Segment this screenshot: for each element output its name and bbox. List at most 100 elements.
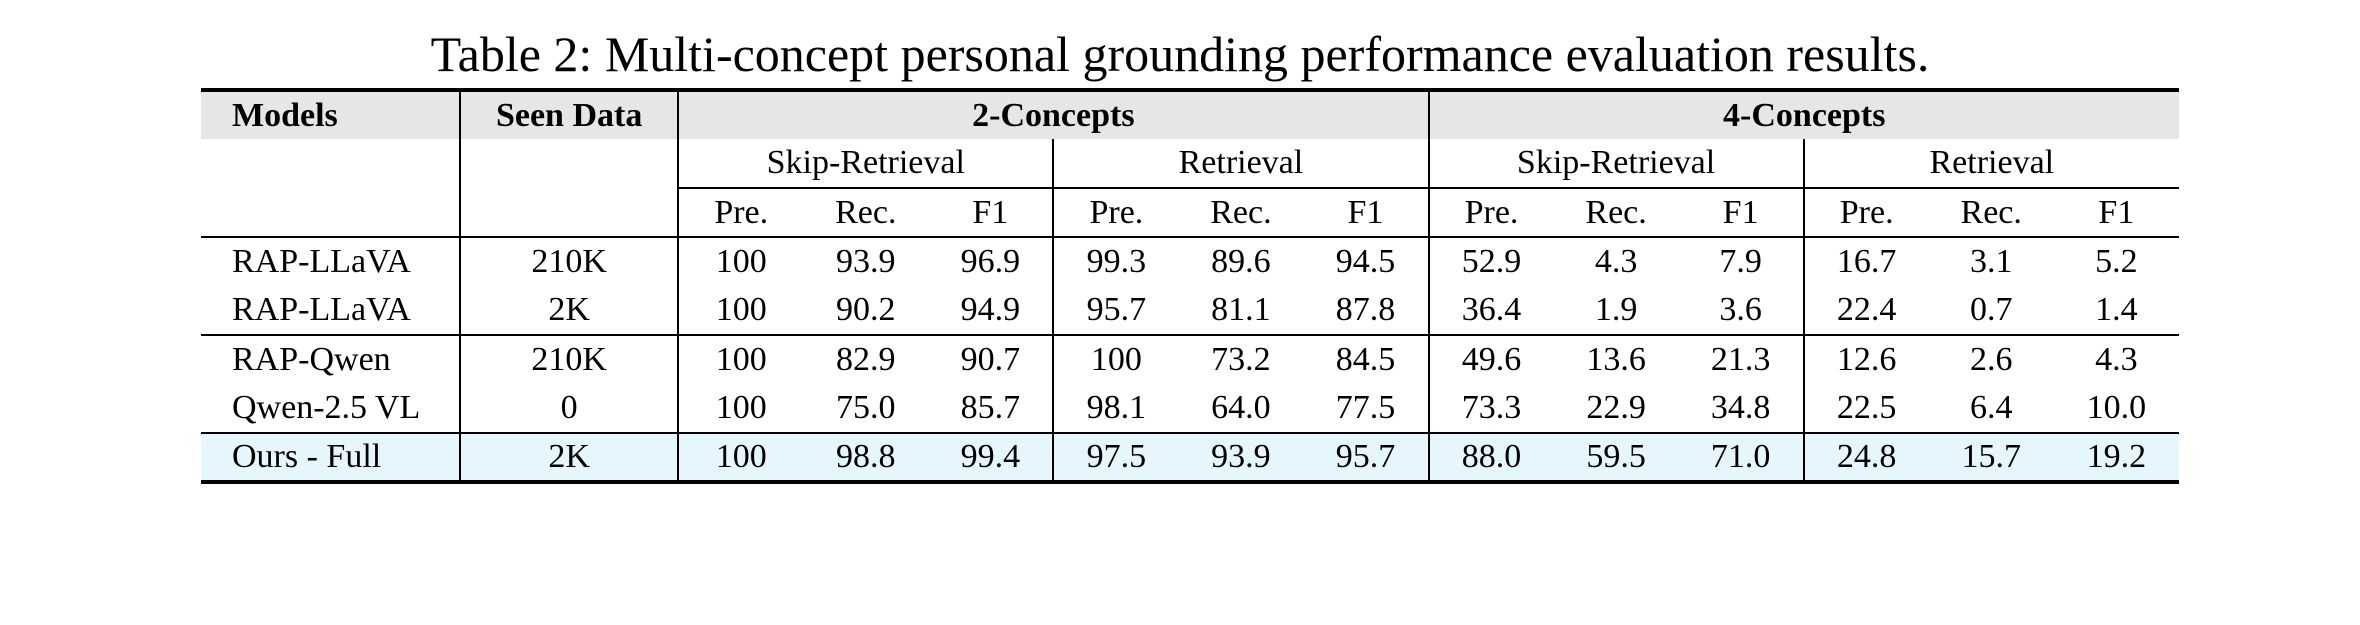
table-cell: 34.8: [1678, 384, 1805, 434]
table-cell: 77.5: [1303, 384, 1430, 434]
table-cell: 4.3: [2095, 341, 2138, 378]
header-row-subgroups: Skip-Retrieval Retrieval Skip-Retrieval …: [201, 139, 2179, 189]
header-2-concepts: 2-Concepts: [678, 90, 1430, 139]
metric-f1: F1: [928, 188, 1055, 238]
seen-data-value: 210K: [460, 335, 680, 384]
header-row-groups: Models Seen Data 2-Concepts 4-Concepts: [201, 90, 2179, 139]
table-cell: 99.3: [1086, 243, 1147, 280]
table-cell: 15.7: [1928, 433, 2054, 482]
header-2c-skip-retrieval: Skip-Retrieval: [678, 139, 1055, 189]
table-caption: Table 2: Multi-concept personal groundin…: [430, 26, 1930, 82]
model-name: Ours - Full: [201, 433, 462, 482]
header-4c-skip-retrieval: Skip-Retrieval: [1428, 139, 1805, 189]
header-blank: [460, 188, 680, 238]
model-name: RAP-Qwen: [201, 335, 462, 384]
metric-f1: F1: [2053, 188, 2179, 238]
metric-rec: Rec.: [1553, 188, 1679, 238]
metric-pre: Pre.: [1428, 188, 1554, 238]
table-cell: 71.0: [1678, 433, 1805, 482]
table-cell: 100: [678, 384, 804, 434]
table-cell: 97.5: [1053, 433, 1179, 482]
table-cell: 100: [678, 433, 804, 482]
table-cell: 1.9: [1553, 286, 1679, 336]
table-cell: 2.6: [1969, 341, 2013, 378]
header-4c-retrieval: Retrieval: [1803, 139, 2179, 189]
table-cell: 100: [715, 243, 767, 280]
table-cell: 22.5: [1803, 384, 1929, 434]
table-cell: 99.4: [928, 433, 1055, 482]
metric-pre: Pre.: [678, 188, 804, 238]
header-models: Models: [201, 90, 462, 139]
table-cell: 94.9: [928, 286, 1055, 336]
table-cell: 94.5: [1303, 237, 1430, 286]
table-cell: 95.7: [1303, 433, 1430, 482]
table-cell: 3.6: [1678, 286, 1805, 336]
table-row: Qwen-2.5 VL 0 100 75.0 85.7 98.1 64.0 77…: [201, 384, 2179, 434]
table-cell: 90.2: [803, 286, 929, 336]
table-cell: 0.7: [1928, 286, 2054, 336]
table-cell: 89.6: [1211, 243, 1271, 280]
table-cell: 100: [715, 341, 767, 378]
table-cell: 93.9: [836, 243, 896, 280]
header-blank: [201, 139, 462, 188]
table-cell: 1.4: [2053, 286, 2179, 336]
table-cell: 87.8: [1303, 286, 1430, 336]
table-cell: 21.3: [1678, 335, 1805, 384]
table-cell: 93.9: [1178, 433, 1304, 482]
metric-rec: Rec.: [803, 188, 929, 238]
table-cell: 75.0: [803, 384, 929, 434]
table-cell: 98.8: [803, 433, 929, 482]
table-cell: 98.1: [1053, 384, 1179, 434]
table-cell: 24.8: [1803, 433, 1929, 482]
seen-data-value: 210K: [460, 237, 680, 286]
table-cell: 96.9: [928, 237, 1055, 286]
header-2c-retrieval: Retrieval: [1053, 139, 1430, 189]
seen-data-value: 2K: [460, 433, 680, 482]
table-cell: 22.4: [1803, 286, 1929, 336]
table-cell: 64.0: [1178, 384, 1304, 434]
metric-pre: Pre.: [1053, 188, 1179, 238]
table-row: RAP-LLaVA 2K 100 90.2 94.9 95.7 81.1 87.…: [201, 286, 2179, 336]
metric-pre: Pre.: [1803, 188, 1929, 238]
table-cell: 90.7: [928, 335, 1055, 384]
header-row-metrics: Pre. Rec. F1 Pre. Rec. F1 Pre. Rec. F1 P…: [201, 188, 2179, 238]
metric-rec: Rec.: [1178, 188, 1304, 238]
table-cell: 73.2: [1211, 341, 1271, 378]
table-cell: 49.6: [1461, 341, 1522, 378]
table-cell: 19.2: [2053, 433, 2179, 482]
table-cell: 10.0: [2053, 384, 2179, 434]
table-cell: 100: [678, 286, 804, 336]
results-table: Models Seen Data 2-Concepts 4-Concepts S…: [201, 88, 2179, 484]
metric-f1: F1: [1678, 188, 1805, 238]
table-cell: 4.3: [1594, 243, 1638, 280]
table-cell: 85.7: [928, 384, 1055, 434]
table-row: RAP-Qwen 210K 100 82.9 90.7 100 73.2 84.…: [201, 335, 2179, 384]
header-seen-data: Seen Data: [460, 90, 680, 139]
table-cell: 5.2: [2095, 243, 2138, 280]
header-4-concepts: 4-Concepts: [1428, 90, 2179, 139]
table-cell: 81.1: [1178, 286, 1304, 336]
table-row: RAP-LLaVA 210K 100 93.9 96.9 99.3 89.6 9…: [201, 237, 2179, 286]
table-cell: 100: [1090, 341, 1142, 378]
seen-data-value: 2K: [460, 286, 680, 336]
table-cell: 12.6: [1836, 341, 1897, 378]
table-cell: 59.5: [1553, 433, 1679, 482]
metric-f1: F1: [1303, 188, 1430, 238]
table-cell: 88.0: [1428, 433, 1554, 482]
table-cell: 36.4: [1428, 286, 1554, 336]
table-cell: 6.4: [1928, 384, 2054, 434]
table-cell: 13.6: [1586, 341, 1646, 378]
table-cell: 16.7: [1836, 243, 1897, 280]
model-name: Qwen-2.5 VL: [201, 384, 462, 434]
seen-data-value: 0: [460, 384, 680, 434]
table-row-highlighted: Ours - Full 2K 100 98.8 99.4 97.5 93.9 9…: [201, 433, 2179, 482]
table-cell: 52.9: [1461, 243, 1522, 280]
table-cell: 82.9: [836, 341, 896, 378]
header-blank: [201, 188, 462, 238]
table-cell: 22.9: [1553, 384, 1679, 434]
metric-rec: Rec.: [1928, 188, 2054, 238]
model-name: RAP-LLaVA: [201, 237, 462, 286]
table-cell: 73.3: [1428, 384, 1554, 434]
table-cell: 84.5: [1303, 335, 1430, 384]
table-cell: 95.7: [1053, 286, 1179, 336]
